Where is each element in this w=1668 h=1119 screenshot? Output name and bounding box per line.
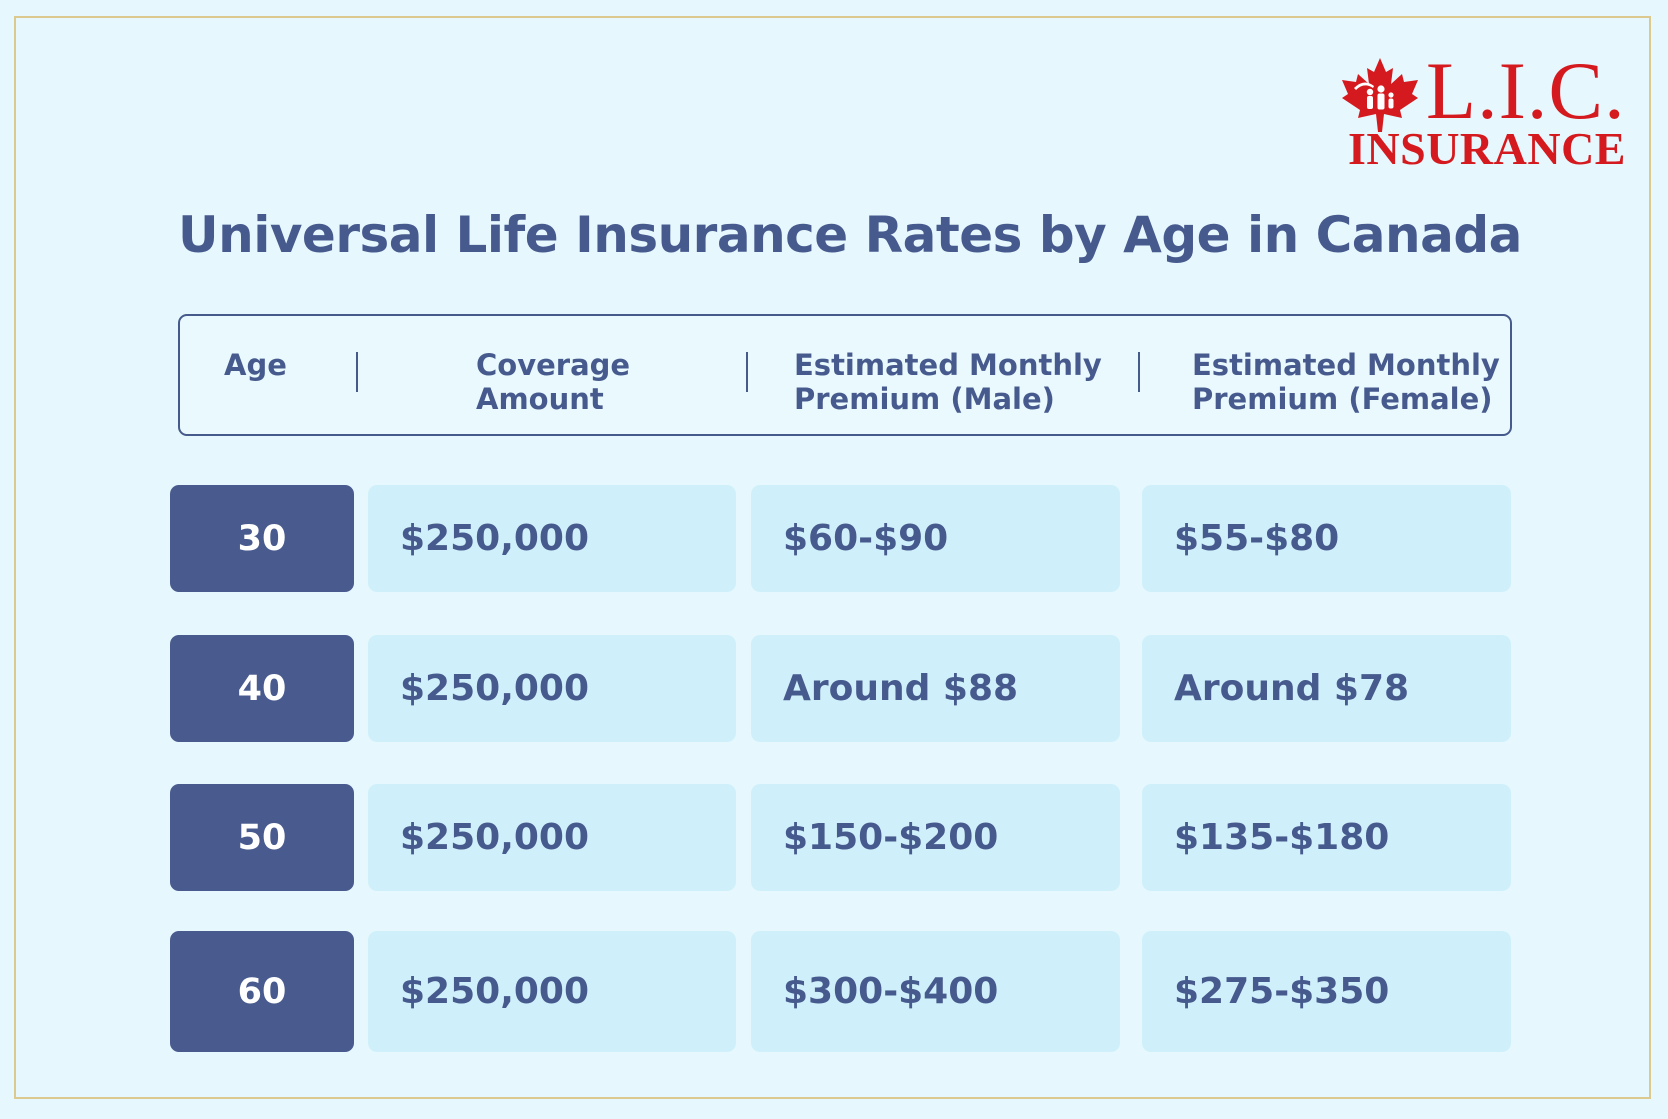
header-divider (1138, 352, 1140, 392)
female-premium-cell: Around $78 (1142, 635, 1511, 742)
male-premium-cell: Around $88 (751, 635, 1120, 742)
table-header: Age Coverage Amount Estimated Monthly Pr… (178, 314, 1512, 436)
age-cell: 50 (170, 784, 354, 891)
coverage-cell: $250,000 (368, 931, 736, 1052)
male-premium-cell: $150-$200 (751, 784, 1120, 891)
header-coverage: Coverage Amount (476, 348, 631, 416)
table-row: 60 $250,000 $300-$400 $275-$350 (0, 931, 1668, 1052)
female-premium-cell: $275-$350 (1142, 931, 1511, 1052)
male-premium-cell: $60-$90 (751, 485, 1120, 592)
header-divider (356, 352, 358, 392)
coverage-cell: $250,000 (368, 635, 736, 742)
page-frame (14, 16, 1651, 1099)
logo-text-insurance: INSURANCE (1348, 123, 1626, 174)
company-logo: L.I.C. INSURANCE (1340, 50, 1625, 174)
page-title: Universal Life Insurance Rates by Age in… (178, 206, 1522, 264)
header-male-premium: Estimated Monthly Premium (Male) (794, 348, 1102, 416)
table-row: 30 $250,000 $60-$90 $55-$80 (0, 485, 1668, 592)
header-female-premium: Estimated Monthly Premium (Female) (1192, 348, 1500, 416)
male-premium-cell: $300-$400 (751, 931, 1120, 1052)
header-age: Age (224, 348, 287, 382)
maple-leaf-family-icon (1342, 58, 1418, 132)
table-row: 50 $250,000 $150-$200 $135-$180 (0, 784, 1668, 891)
age-cell: 30 (170, 485, 354, 592)
age-cell: 60 (170, 931, 354, 1052)
logo-text-lic: L.I.C. (1426, 45, 1626, 136)
coverage-cell: $250,000 (368, 784, 736, 891)
female-premium-cell: $55-$80 (1142, 485, 1511, 592)
female-premium-cell: $135-$180 (1142, 784, 1511, 891)
age-cell: 40 (170, 635, 354, 742)
coverage-cell: $250,000 (368, 485, 736, 592)
table-row: 40 $250,000 Around $88 Around $78 (0, 635, 1668, 742)
header-divider (746, 352, 748, 392)
